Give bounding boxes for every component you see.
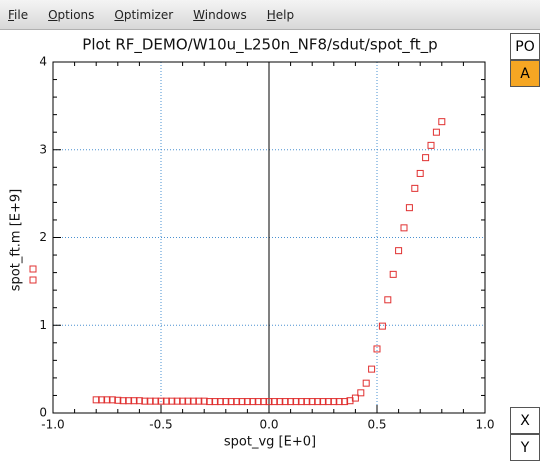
marker — [303, 398, 311, 406]
marker — [438, 118, 446, 126]
marker — [179, 397, 187, 405]
marker — [297, 398, 305, 406]
marker — [405, 204, 413, 212]
y-tick-label: 0 — [39, 406, 47, 420]
marker — [270, 398, 278, 406]
marker — [427, 141, 435, 149]
button[interactable]: X — [510, 407, 540, 434]
marker — [216, 398, 224, 406]
marker-icon — [29, 265, 37, 273]
y-tick-label: 3 — [39, 142, 47, 156]
marker — [276, 398, 284, 406]
marker — [281, 398, 289, 406]
marker — [314, 398, 322, 406]
y-tick-label: 4 — [39, 55, 47, 69]
marker — [227, 398, 235, 406]
marker — [319, 398, 327, 406]
plot-frame — [52, 61, 486, 414]
marker — [308, 398, 316, 406]
marker — [384, 296, 392, 304]
marker — [351, 394, 359, 402]
marker — [254, 398, 262, 406]
marker — [324, 398, 332, 406]
menu-bar: File Options Optimizer Windows Help — [0, 0, 540, 30]
marker — [357, 389, 365, 397]
x-tick-label: -1.0 — [41, 418, 64, 432]
menu-item[interactable]: Help — [266, 7, 295, 22]
marker — [184, 397, 192, 405]
chart-title: Plot RF_DEMO/W10u_L250n_NF8/sdut/spot_ft… — [82, 36, 437, 55]
marker — [119, 397, 127, 405]
marker — [222, 398, 230, 406]
y-tick-label: 2 — [39, 230, 47, 244]
x-tick-label: 0.0 — [259, 418, 278, 432]
y-tick-label: 1 — [39, 318, 47, 332]
x-tick-label: 1.0 — [475, 418, 494, 432]
marker — [211, 398, 219, 406]
x-tick-label: 0.5 — [367, 418, 386, 432]
marker — [200, 397, 208, 405]
marker — [135, 397, 143, 405]
marker — [416, 169, 424, 177]
marker — [162, 397, 170, 405]
marker — [432, 128, 440, 136]
marker — [125, 397, 133, 405]
marker — [238, 398, 246, 406]
marker — [368, 365, 376, 373]
button[interactable]: PO — [510, 33, 540, 60]
marker — [141, 397, 149, 405]
marker — [92, 396, 100, 404]
marker — [330, 398, 338, 406]
marker — [114, 396, 122, 404]
marker — [260, 398, 268, 406]
marker — [389, 270, 397, 278]
marker — [287, 398, 295, 406]
marker — [146, 397, 154, 405]
marker — [395, 247, 403, 255]
x-axis-label: spot_vg [E+0] — [224, 435, 316, 450]
marker — [206, 398, 214, 406]
button[interactable]: A — [510, 60, 540, 87]
marker — [108, 396, 116, 404]
marker — [189, 397, 197, 405]
marker — [243, 398, 251, 406]
marker — [152, 397, 160, 405]
marker — [362, 379, 370, 387]
marker — [378, 322, 386, 330]
marker — [411, 184, 419, 192]
marker — [130, 397, 138, 405]
marker — [265, 398, 273, 406]
marker — [292, 398, 300, 406]
marker — [195, 397, 203, 405]
marker-icon — [29, 276, 37, 284]
marker — [422, 154, 430, 162]
menu-item[interactable]: Optimizer — [114, 7, 174, 22]
marker — [249, 398, 257, 406]
marker — [168, 397, 176, 405]
plot: Plot RF_DEMO/W10u_L250n_NF8/sdut/spot_ft… — [9, 36, 495, 450]
y-axis-label: spot_ft.m [E+9] — [9, 189, 24, 291]
menu-item[interactable]: File — [8, 7, 29, 22]
marker — [400, 224, 408, 232]
marker — [98, 396, 106, 404]
marker — [233, 398, 241, 406]
marker — [173, 397, 181, 405]
menu-item[interactable]: Windows — [193, 7, 247, 22]
marker — [373, 345, 381, 353]
menu-item[interactable]: Options — [48, 7, 95, 22]
button[interactable]: Y — [510, 434, 540, 461]
marker — [157, 397, 165, 405]
marker — [341, 398, 349, 406]
marker — [335, 398, 343, 406]
marker — [103, 396, 111, 404]
x-tick-label: -0.5 — [149, 418, 172, 432]
